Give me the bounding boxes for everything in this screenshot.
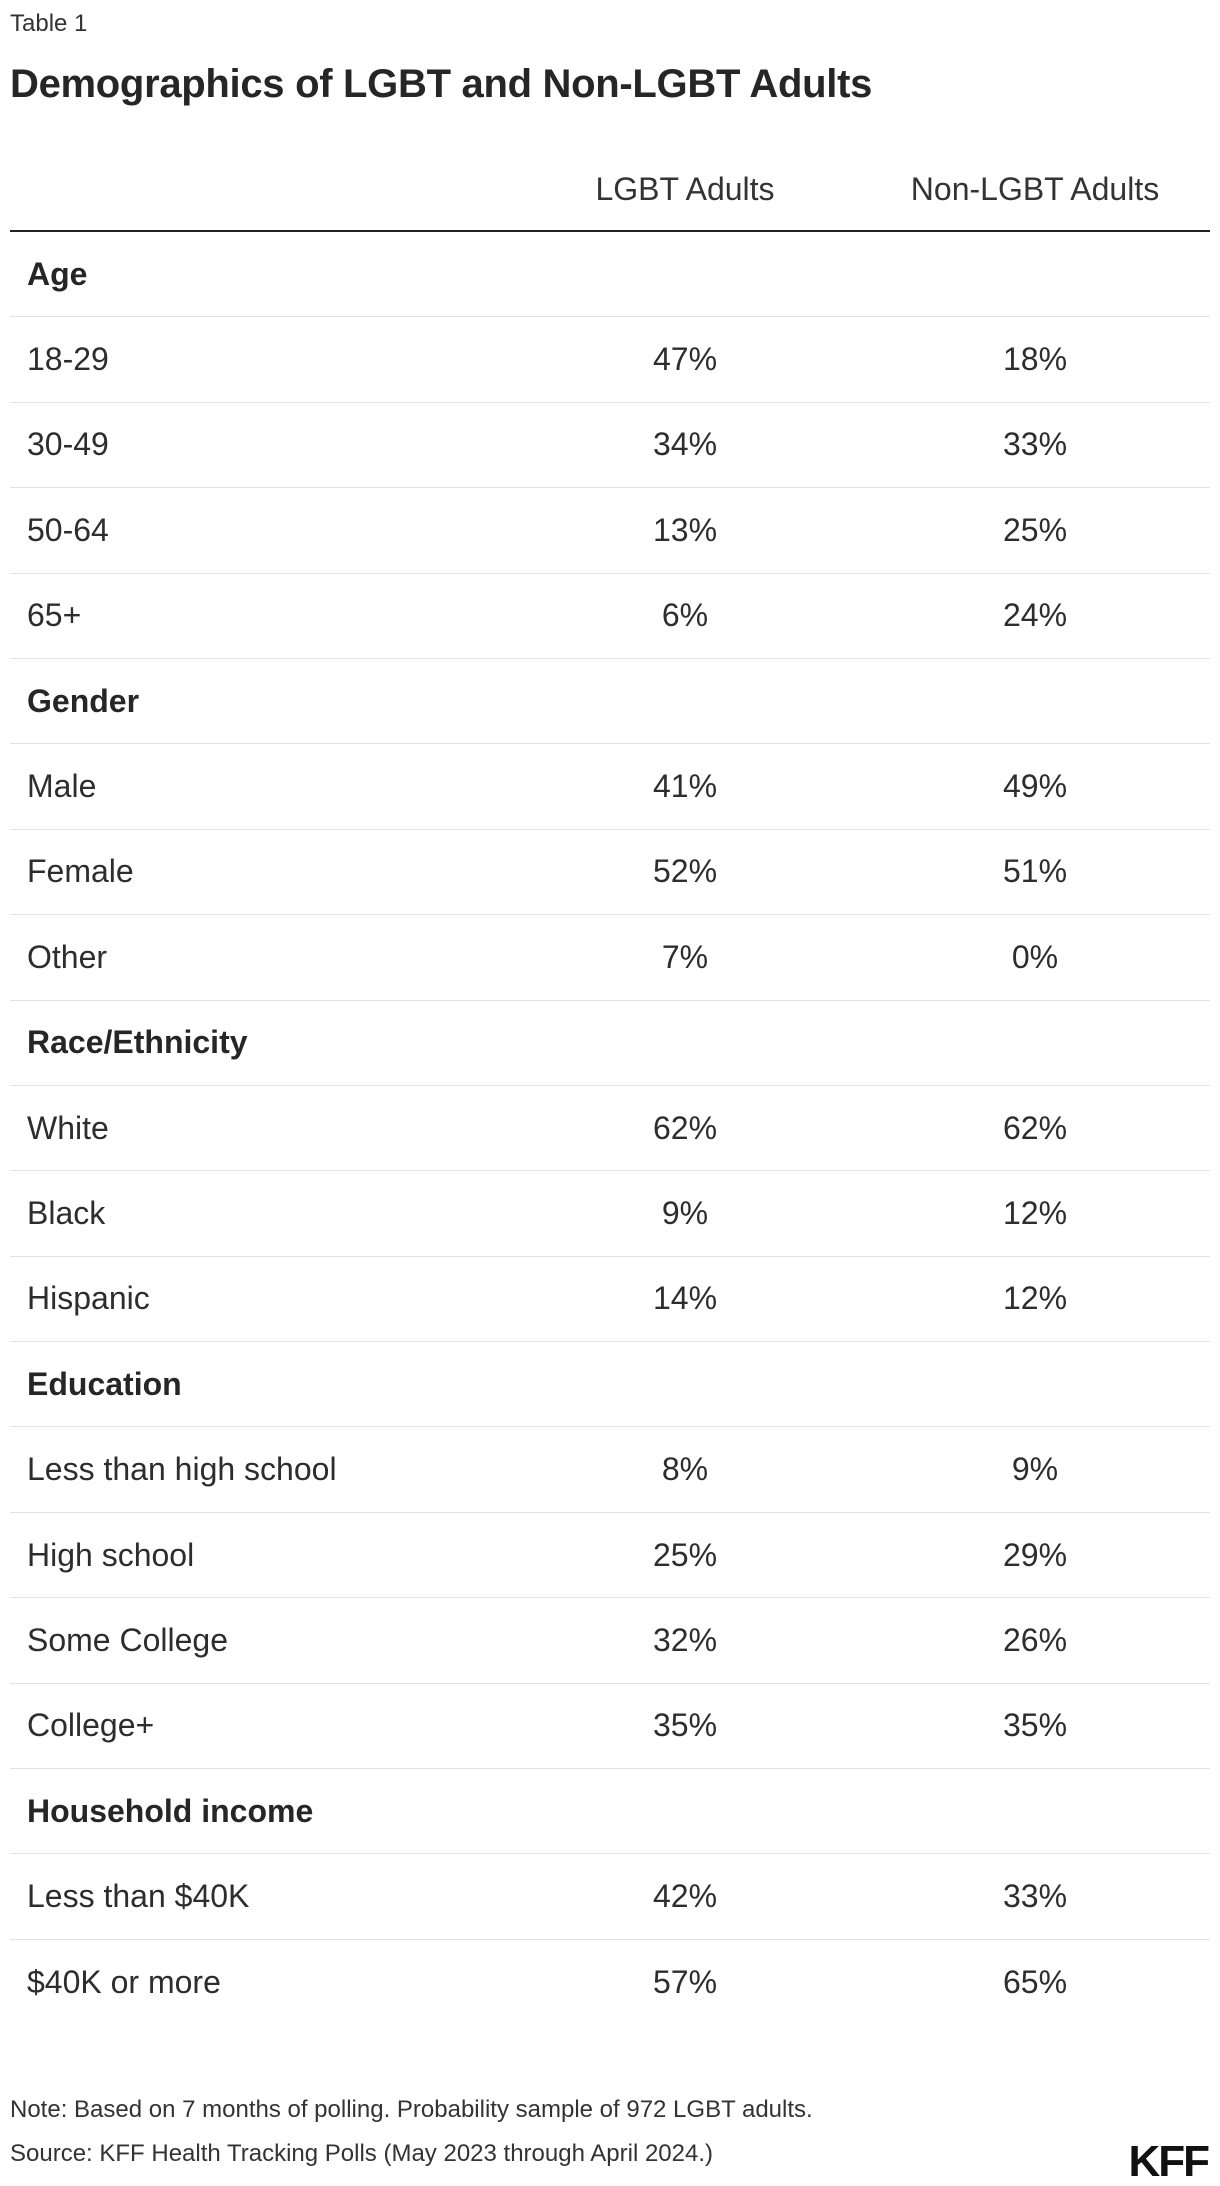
table-row: 65+ 6% 24%: [10, 574, 1210, 659]
table-row: $40K or more 57% 65%: [10, 1940, 1210, 2025]
group-label: Education: [27, 1365, 182, 1402]
row-label: 65+: [27, 597, 82, 634]
row-label: Some College: [27, 1621, 228, 1658]
non-lgbt-value: 29%: [1002, 1536, 1068, 1573]
table-footer: Note: Based on 7 months of polling. Prob…: [10, 2088, 813, 2176]
non-lgbt-value: 62%: [1002, 1109, 1068, 1146]
lgbt-value: 14%: [652, 1280, 718, 1317]
lgbt-value: 25%: [652, 1536, 718, 1573]
non-lgbt-value: 12%: [1002, 1280, 1068, 1317]
non-lgbt-value: 49%: [1002, 768, 1068, 805]
table-row: 18-29 47% 18%: [10, 317, 1210, 403]
lgbt-value: 35%: [652, 1707, 718, 1744]
row-label: Black: [27, 1194, 106, 1231]
row-label: Male: [27, 768, 97, 805]
group-label: Household income: [27, 1792, 314, 1829]
row-label: 30-49: [27, 426, 109, 463]
table-row: Less than $40K 42% 33%: [10, 1854, 1210, 1940]
non-lgbt-value: 25%: [1002, 511, 1068, 548]
row-label: High school: [27, 1536, 195, 1573]
non-lgbt-value: 65%: [1002, 1964, 1068, 2000]
footnote: Note: Based on 7 months of polling. Prob…: [10, 2096, 813, 2123]
table-header-row: LGBT Adults Non-LGBT Adults: [10, 148, 1210, 232]
lgbt-value: 13%: [652, 511, 718, 548]
table-label: Table 1: [10, 10, 88, 37]
table-row: White 62% 62%: [10, 1086, 1210, 1172]
row-label: 18-29: [27, 341, 109, 378]
lgbt-value: 57%: [652, 1964, 718, 2000]
row-label: White: [27, 1109, 109, 1146]
table-row: Some College 32% 26%: [10, 1598, 1210, 1684]
table-row: College+ 35% 35%: [10, 1684, 1210, 1770]
non-lgbt-value: 33%: [1002, 1878, 1068, 1915]
non-lgbt-value: 35%: [1002, 1707, 1068, 1744]
row-label: Female: [27, 853, 134, 890]
source-note: Source: KFF Health Tracking Polls (May 2…: [10, 2140, 714, 2167]
table-group-header-row: Education: [10, 1342, 1210, 1428]
table-row: High school 25% 29%: [10, 1513, 1210, 1599]
row-label: Less than $40K: [27, 1878, 250, 1915]
non-lgbt-value: 12%: [1002, 1194, 1068, 1231]
demographics-table: LGBT Adults Non-LGBT Adults Age 18-29 47% 1…: [10, 148, 1210, 2025]
table-row: 50-64 13% 25%: [10, 488, 1210, 574]
lgbt-value: 7%: [661, 938, 709, 975]
lgbt-value: 32%: [652, 1621, 718, 1658]
table-title: Demographics of LGBT and Non-LGBT Adults: [10, 62, 873, 106]
table-group-header-row: Age: [10, 232, 1210, 318]
table-body: Age 18-29 47% 18% 30-49 34% 33% 50-64 13% 25% 65+ 6…: [10, 232, 1210, 2025]
table-row: Other 7% 0%: [10, 915, 1210, 1001]
group-label: Age: [27, 255, 88, 292]
kff-logo: KFF: [1128, 2137, 1210, 2186]
lgbt-value: 47%: [652, 341, 718, 378]
column-header-non-lgbt: Non-LGBT Adults: [910, 170, 1160, 207]
table-row: Female 52% 51%: [10, 830, 1210, 916]
lgbt-value: 34%: [652, 426, 718, 463]
column-header-lgbt: LGBT Adults: [595, 170, 775, 207]
non-lgbt-value: 24%: [1002, 597, 1068, 634]
table-row: Less than high school 8% 9%: [10, 1427, 1210, 1513]
non-lgbt-value: 0%: [1011, 938, 1059, 975]
row-label: $40K or more: [27, 1964, 221, 2000]
lgbt-value: 8%: [661, 1451, 709, 1488]
table-row: Black 9% 12%: [10, 1171, 1210, 1257]
lgbt-value: 52%: [652, 853, 718, 890]
table-row: Hispanic 14% 12%: [10, 1257, 1210, 1343]
non-lgbt-value: 18%: [1002, 341, 1068, 378]
non-lgbt-value: 33%: [1002, 426, 1068, 463]
group-label: Gender: [27, 682, 140, 719]
table-group-header-row: Household income: [10, 1769, 1210, 1855]
row-label: 50-64: [27, 511, 109, 548]
table-row: 30-49 34% 33%: [10, 403, 1210, 489]
table-group-header-row: Gender: [10, 659, 1210, 745]
group-label: Race/Ethnicity: [27, 1024, 248, 1061]
lgbt-value: 42%: [652, 1878, 718, 1915]
lgbt-value: 9%: [661, 1194, 709, 1231]
table-group-header-row: Race/Ethnicity: [10, 1001, 1210, 1086]
non-lgbt-value: 51%: [1002, 853, 1068, 890]
row-label: Less than high school: [27, 1451, 337, 1488]
lgbt-value: 6%: [661, 597, 709, 634]
row-label: Other: [27, 938, 108, 975]
table-row: Male 41% 49%: [10, 744, 1210, 830]
row-label: College+: [27, 1707, 155, 1744]
non-lgbt-value: 26%: [1002, 1621, 1068, 1658]
lgbt-value: 62%: [652, 1109, 718, 1146]
non-lgbt-value: 9%: [1011, 1451, 1059, 1488]
lgbt-value: 41%: [652, 768, 718, 805]
row-label: Hispanic: [27, 1280, 150, 1317]
